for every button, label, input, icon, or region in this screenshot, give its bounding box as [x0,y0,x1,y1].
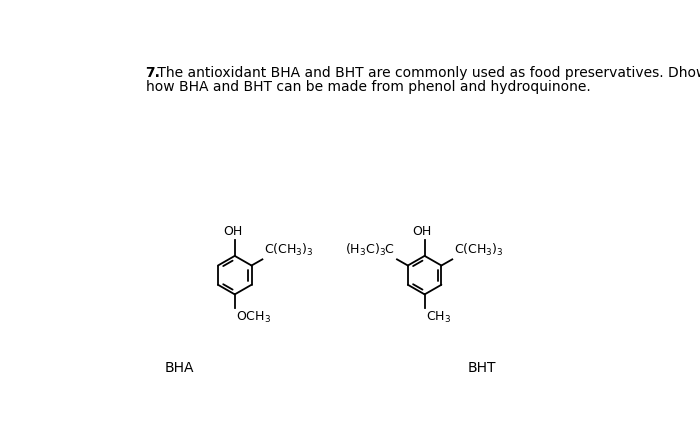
Text: The antioxidant BHA and BHT are commonly used as food preservatives. Dhow: The antioxidant BHA and BHT are commonly… [153,66,700,79]
Text: OCH$_3$: OCH$_3$ [237,310,272,325]
Text: (H$_3$C)$_3$C: (H$_3$C)$_3$C [345,242,396,258]
Text: BHA: BHA [165,361,195,375]
Text: C(CH$_3$)$_3$: C(CH$_3$)$_3$ [454,242,503,258]
Text: C(CH$_3$)$_3$: C(CH$_3$)$_3$ [264,242,314,258]
Text: 7.: 7. [146,66,160,79]
Text: OH: OH [413,225,432,238]
Text: CH$_3$: CH$_3$ [426,310,452,325]
Text: how BHA and BHT can be made from phenol and hydroquinone.: how BHA and BHT can be made from phenol … [146,79,590,94]
Text: BHT: BHT [468,361,496,375]
Text: OH: OH [223,225,242,238]
